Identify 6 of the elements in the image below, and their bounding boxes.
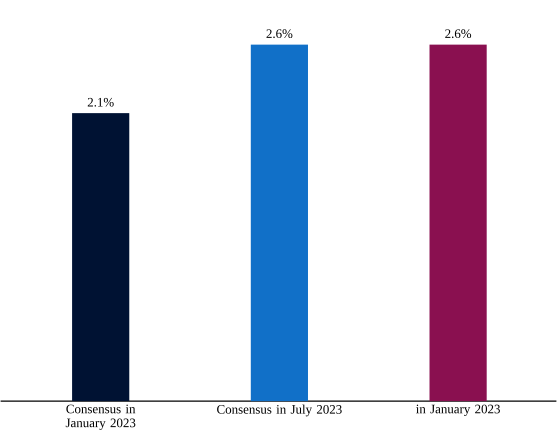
x-tick-label: Consensus in January 2023: [66, 404, 136, 430]
data-label: 2.6%: [445, 29, 472, 38]
x-tick-label: in January 2023: [416, 404, 500, 416]
data-label: 2.1%: [88, 98, 114, 107]
x-tick-label: Consensus in July 2023: [217, 404, 342, 416]
data-label: 2.6%: [266, 29, 292, 38]
